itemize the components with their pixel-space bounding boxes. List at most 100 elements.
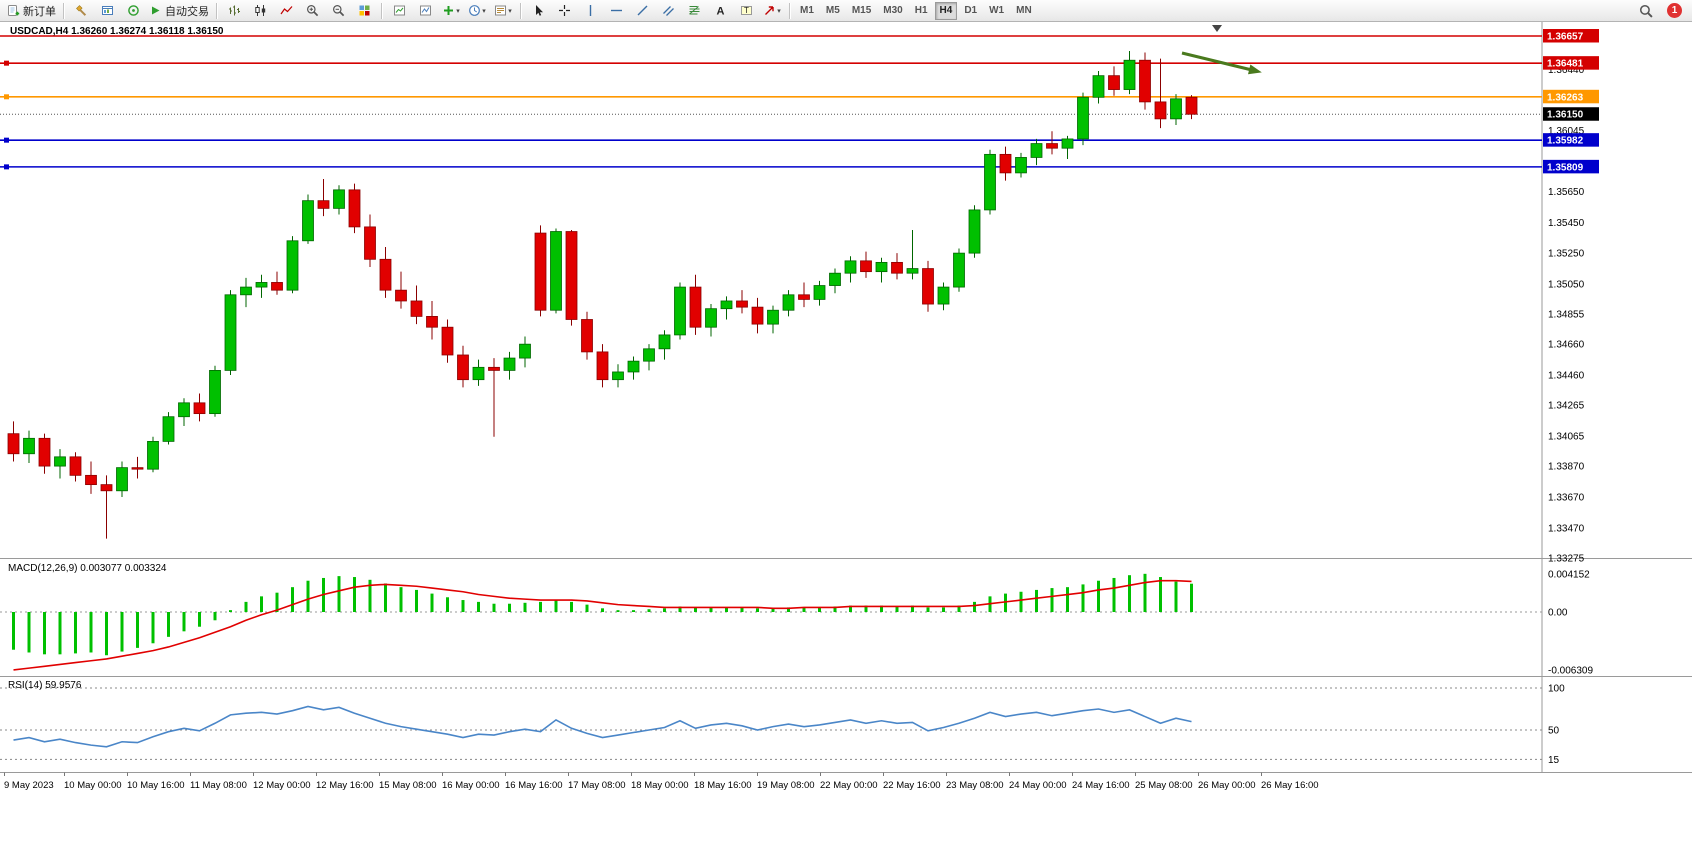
candle-body — [953, 252, 965, 288]
indicators-button[interactable]: ▾ — [438, 1, 464, 21]
orange-level-line-handle[interactable] — [4, 94, 9, 100]
line-chart-button[interactable] — [273, 1, 299, 21]
resistance-line-2-handle[interactable] — [4, 60, 9, 66]
macd-bar — [89, 612, 93, 653]
cursor-icon — [535, 5, 543, 16]
metaeditor-button[interactable] — [68, 1, 94, 21]
terminal-button[interactable] — [94, 1, 120, 21]
candlestick-chart-button[interactable] — [247, 1, 273, 21]
autotrade-label: 自动交易 — [165, 5, 209, 18]
macd-bar — [1097, 580, 1100, 612]
macd-bar — [151, 612, 155, 644]
time-label: 25 May 08:00 — [1135, 780, 1193, 791]
price-tag-label: 1.35982 — [1547, 136, 1584, 147]
toolbar: 新订单 自动交易 — [0, 0, 1692, 22]
arrows-button[interactable]: ▾ — [759, 1, 785, 21]
price-tag-label: 1.36657 — [1547, 32, 1584, 43]
support-line-1-handle[interactable] — [4, 137, 9, 143]
new-order-button[interactable]: 新订单 — [4, 1, 59, 21]
svg-text:T: T — [744, 6, 749, 15]
support-line-2-handle[interactable] — [4, 164, 9, 170]
fibonacci-button[interactable] — [681, 1, 707, 21]
horizontal-line-icon — [610, 9, 622, 12]
price-tick-label: 1.34855 — [1548, 310, 1585, 321]
candle-body — [23, 437, 35, 455]
text-label-button[interactable]: T — [733, 1, 759, 21]
trendline-button[interactable] — [629, 1, 655, 21]
timeframe-button-w1[interactable]: W1 — [989, 5, 1005, 16]
time-label: 16 May 00:00 — [442, 780, 500, 791]
timeframe-button-h4[interactable]: H4 — [934, 1, 958, 20]
macd-bar — [244, 601, 248, 612]
candle-body — [705, 308, 717, 328]
timeframe-button-m5[interactable]: M5 — [825, 5, 840, 16]
bar-chart-button[interactable] — [221, 1, 247, 21]
search-button[interactable] — [1633, 1, 1659, 21]
equidistant-channel-button[interactable] — [655, 1, 681, 21]
crosshair-icon — [558, 5, 570, 16]
time-label: 11 May 08:00 — [190, 780, 247, 791]
crosshair-button[interactable] — [551, 1, 577, 21]
zoom-in-icon — [306, 5, 318, 17]
candle-body — [100, 484, 113, 492]
timeframe-button-m1[interactable]: M1 — [800, 5, 814, 16]
candle-body — [116, 467, 128, 492]
macd-bar — [678, 606, 682, 612]
candle-body — [674, 286, 686, 336]
macd-bar — [709, 607, 713, 612]
macd-bar — [663, 608, 666, 612]
timeframe-button-d1[interactable]: D1 — [964, 5, 978, 16]
chart-shift-marker[interactable] — [1212, 25, 1222, 32]
candle-body — [333, 189, 345, 209]
candle-body — [488, 366, 500, 371]
macd-bar — [384, 583, 387, 612]
time-label: 18 May 00:00 — [631, 780, 689, 791]
zoom-in-button[interactable] — [299, 1, 325, 21]
macd-bar — [368, 579, 372, 612]
macd-bar — [895, 606, 899, 612]
candle-body — [7, 433, 20, 455]
cursor-button[interactable] — [525, 1, 551, 21]
text-tool-button[interactable]: A — [707, 1, 733, 21]
price-tag — [1543, 29, 1599, 43]
templates-icon — [495, 5, 507, 16]
price-tag-label: 1.36263 — [1547, 92, 1584, 103]
strategy-tester-button[interactable] — [120, 1, 146, 21]
new-chart-button[interactable] — [386, 1, 412, 21]
tile-windows-button[interactable] — [351, 1, 377, 21]
timeframe-button-mn[interactable]: MN — [1016, 5, 1032, 16]
candle-body — [85, 474, 97, 486]
candle-body — [565, 231, 578, 320]
periods-button[interactable]: ▾ — [464, 1, 490, 21]
price-tick-label: 1.35650 — [1548, 187, 1585, 198]
macd-bar — [430, 593, 434, 612]
candle-body — [860, 260, 872, 273]
candle-body — [364, 226, 376, 260]
autotrade-button[interactable]: 自动交易 — [146, 1, 212, 21]
candle-body — [457, 354, 469, 381]
candle-body — [612, 371, 624, 381]
profiles-button[interactable] — [412, 1, 438, 21]
candle-body — [875, 261, 888, 273]
toolbar-separator — [216, 2, 217, 19]
vertical-line-button[interactable] — [577, 1, 603, 21]
horizontal-line-button[interactable] — [603, 1, 629, 21]
timeframe-button-m15[interactable]: M15 — [851, 5, 872, 16]
trend-arrow-annotation[interactable] — [1181, 51, 1257, 73]
timeframe-group: M1 M5 M15 M30 H1 H4 D1 W1 MN — [794, 1, 1038, 20]
zoom-out-button[interactable] — [325, 1, 351, 21]
templates-button[interactable]: ▾ — [490, 1, 516, 21]
timeframe-button-h1[interactable]: H1 — [914, 5, 928, 16]
timeframe-button-m30[interactable]: M30 — [883, 5, 903, 16]
candle-body — [937, 286, 950, 305]
price-tick-label: 1.33470 — [1548, 523, 1585, 534]
notification-badge[interactable]: 1 — [1667, 3, 1682, 18]
candle-body — [1030, 143, 1043, 158]
macd-bar — [833, 606, 837, 612]
macd-bar — [1004, 593, 1007, 612]
time-label: 26 May 00:00 — [1198, 780, 1256, 791]
terminal-icon — [101, 6, 113, 15]
time-label: 22 May 00:00 — [820, 780, 878, 791]
